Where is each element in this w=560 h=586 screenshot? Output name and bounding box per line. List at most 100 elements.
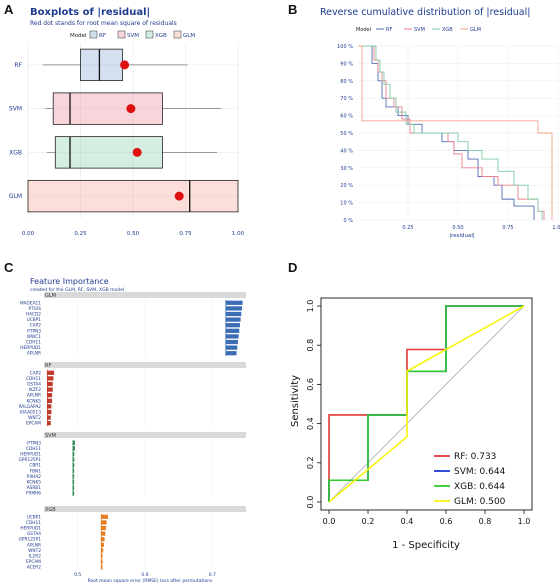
- legend-d: RF: 0.733 SVM: 0.644 XGB: 0.644 GLM: 0.500: [434, 452, 506, 507]
- importance-bar: [47, 381, 53, 387]
- chart-a-subtitle: Red dot stands for root mean square of r…: [30, 20, 177, 27]
- panel-letter-d: D: [288, 260, 297, 275]
- legend-b-label: SVM: [414, 27, 425, 33]
- roc-curve-glm: [328, 305, 525, 503]
- importance-bar: [47, 404, 52, 409]
- importance-bar: [72, 440, 75, 445]
- importance-bar: [47, 370, 55, 375]
- importance-bar: [47, 415, 51, 420]
- legend-a-label: RF: [99, 33, 106, 39]
- tick-label-d-x: 0.8: [479, 517, 492, 526]
- legend-a-label: GLM: [183, 33, 195, 39]
- panel-letter-a: A: [4, 2, 14, 17]
- tick-label-b-x: 0.75: [502, 225, 513, 231]
- importance-bar: [47, 387, 53, 392]
- panel-letter-b: B: [288, 2, 297, 17]
- reference-diagonal: [328, 305, 525, 503]
- legend-a-swatch: [117, 30, 126, 39]
- feature-label: HACD2: [26, 312, 41, 318]
- rmse-dot: [174, 191, 184, 201]
- feature-label: WNT2: [28, 415, 41, 421]
- tick-label-d-y: 0.2: [306, 456, 315, 469]
- tick-label-a-x: 0.50: [127, 231, 140, 237]
- feature-label: CAP2: [30, 370, 42, 376]
- tick-label-a-x: 1.00: [232, 231, 245, 237]
- tick-label-b-y: 70 %: [340, 96, 353, 102]
- chart-c-title: Feature Importance: [30, 277, 109, 286]
- importance-bar: [72, 479, 75, 485]
- legend-a-label: XGB: [155, 33, 167, 39]
- facet-label: SVM: [45, 433, 56, 439]
- importance-bar: [225, 351, 237, 356]
- feature-label: KCNK5: [27, 398, 42, 404]
- feature-label: FRMH6: [26, 491, 41, 497]
- tick-label-d-x: 0.6: [440, 517, 453, 526]
- tick-label-a-x: 0.25: [74, 231, 87, 237]
- feature-label: APLNR: [27, 542, 41, 548]
- facet-strip: [44, 362, 246, 368]
- feature-label: WWC1: [27, 334, 41, 340]
- feature-label: KCNK5: [27, 480, 42, 486]
- importance-bar: [72, 474, 75, 479]
- tick-label-c-x: 0.7: [209, 572, 216, 578]
- panel-letter-c: C: [4, 260, 14, 275]
- importance-bar: [72, 491, 75, 496]
- tick-label-b-y: 90 %: [340, 61, 353, 67]
- facet-strip: [44, 432, 246, 438]
- tick-label-d-y: 0.4: [306, 417, 315, 430]
- legend-b-label: GLM: [470, 27, 481, 33]
- series-line-xgb: [358, 45, 543, 220]
- importance-bar: [72, 463, 75, 468]
- importance-bar: [47, 409, 52, 415]
- feature-label: IL2R2: [29, 554, 41, 560]
- tick-label-b-x: 1.00: [552, 225, 560, 231]
- tick-label-c-x: 0.5: [74, 572, 81, 578]
- importance-bar: [101, 537, 105, 542]
- legend-a-swatch: [145, 30, 154, 39]
- feature-label: EPCAM: [26, 559, 41, 565]
- feature-label: GSTA4: [27, 382, 41, 388]
- tick-label-c-x: 0.6: [141, 572, 148, 578]
- importance-bar: [101, 548, 104, 553]
- plot-frame-d: [320, 297, 533, 511]
- series-line-glm: [358, 45, 553, 220]
- tick-label-b-y: 0 %: [343, 218, 353, 224]
- tick-label-a-x: 0.00: [22, 231, 35, 237]
- tick-label-a-y: GLM: [9, 193, 22, 200]
- tick-label-d-y: 1.0: [306, 300, 315, 313]
- legend-a-swatch: [89, 30, 98, 39]
- chart-a-title: Boxplots of |residual|: [30, 7, 150, 18]
- legend-a-swatch: [173, 30, 182, 39]
- feature-label: CDH11: [26, 520, 41, 526]
- importance-bar: [225, 311, 242, 317]
- tick-label-d-x: 1.0: [518, 517, 531, 526]
- feature-label: CAP2: [30, 323, 42, 329]
- feature-label: PTGIS: [28, 306, 41, 312]
- facet-label: RF: [45, 363, 51, 369]
- feature-label: CDH11: [26, 376, 41, 382]
- importance-bar: [47, 393, 53, 398]
- feature-label: IKZF2: [29, 387, 42, 393]
- tick-label-b-x: 0.25: [402, 225, 413, 231]
- importance-bar: [101, 542, 104, 547]
- axis-d-ylabel: Sensitivity: [290, 375, 301, 427]
- rmse-dot: [126, 104, 136, 114]
- roc-chart: 0.0 0.2 0.4 0.6 0.8 1.0 0.0 0.2 0.4 0.6 0.8 1.0 RF:…: [290, 297, 533, 551]
- legend-d-label: GLM: 0.500: [454, 497, 506, 507]
- tick-label-b-y: 40 %: [340, 148, 353, 154]
- importance-bar: [72, 451, 75, 457]
- axis-b-xlabel: |residual|: [449, 233, 475, 239]
- legend-b-label: XGB: [442, 27, 453, 33]
- feature-label: HERPUD1: [20, 452, 41, 458]
- tick-label-b-y: 60 %: [340, 114, 353, 120]
- facet-strip: [44, 506, 246, 512]
- feature-label: CBR1: [29, 463, 41, 469]
- plot-area-a: 0.00 0.25 0.50 0.75 1.00 RF SVM XGB GLM: [9, 43, 245, 237]
- importance-bar: [225, 334, 239, 339]
- feature-label: PTPN3: [27, 440, 41, 446]
- tick-label-d-x: 0.4: [401, 517, 414, 526]
- facet-strip: [44, 292, 246, 298]
- tick-label-a-y: SVM: [9, 106, 22, 113]
- tick-label-b-y: 30 %: [340, 166, 353, 172]
